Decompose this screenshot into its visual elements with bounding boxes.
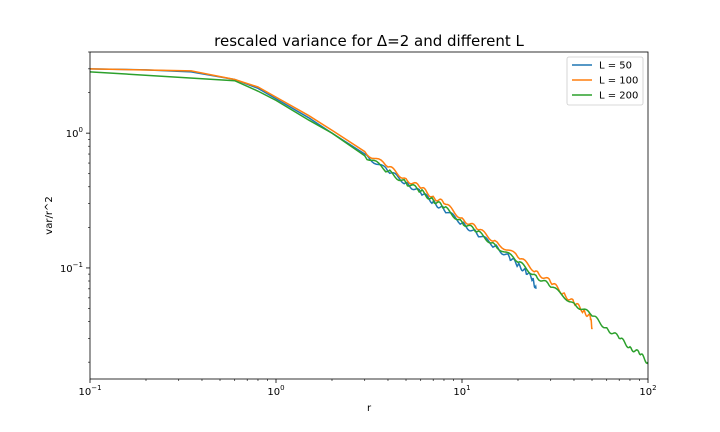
plot-frame <box>89 51 649 380</box>
ticks-layer: 10−1 100 101 102 10−1 100 <box>60 51 657 398</box>
series-layer <box>90 68 648 365</box>
x-tick-label: 10−1 <box>78 384 101 398</box>
legend: L = 50 L = 100 L = 200 <box>566 56 644 106</box>
series-line <box>90 68 593 330</box>
x-tick-label: 100 <box>267 384 284 398</box>
legend-box <box>566 56 644 106</box>
legend-label: L = 200 <box>599 91 638 102</box>
series-line <box>90 68 537 289</box>
legend-label: L = 100 <box>599 76 638 87</box>
y-tick-label: 100 <box>66 126 83 140</box>
legend-label: L = 50 <box>599 61 632 72</box>
series-line <box>90 71 648 365</box>
x-axis-label: r <box>367 403 372 414</box>
y-axis-label: var/r^2 <box>44 196 55 234</box>
x-tick-label: 101 <box>453 384 470 398</box>
y-tick-label: 10−1 <box>60 261 83 275</box>
x-tick-label: 102 <box>639 384 656 398</box>
chart-title: rescaled variance for Δ=2 and different … <box>214 32 524 50</box>
